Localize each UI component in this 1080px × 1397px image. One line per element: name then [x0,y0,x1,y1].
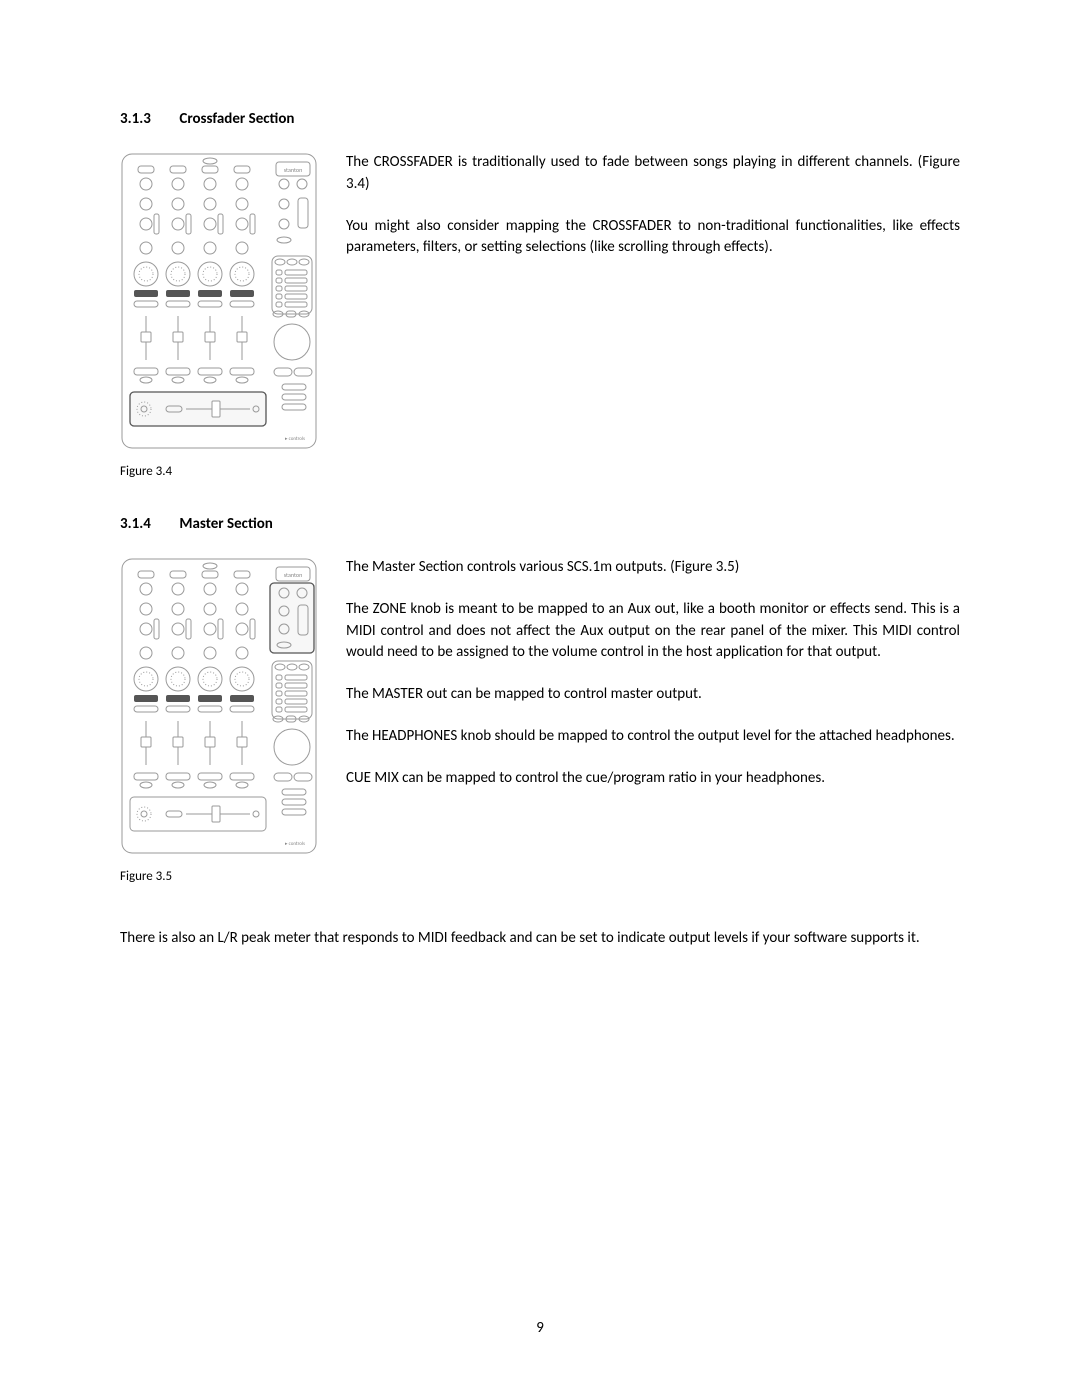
paragraph: CUE MIX can be mapped to control the cue… [346,768,960,790]
paragraph: The ZONE knob is meant to be mapped to a… [346,599,960,664]
mixer-svg-crossfader: stanton [120,152,318,450]
figure-3-4: stanton [120,152,318,450]
paragraph: The Master Section controls various SCS.… [346,557,960,579]
section-number: 3.1.3 [120,110,176,128]
paragraph: The MASTER out can be mapped to control … [346,684,960,706]
section-body-master: stanton [120,557,960,855]
section-text-master: The Master Section controls various SCS.… [346,557,960,809]
paragraph: The HEADPHONES knob should be mapped to … [346,726,960,748]
section-body-crossfader: stanton [120,152,960,450]
figure-caption-3-4: Figure 3.4 [120,464,960,479]
figure-3-5: stanton [120,557,318,855]
svg-text:▸ controls: ▸ controls [285,841,305,847]
section-title: Crossfader Section [179,110,294,128]
mixer-svg-master: stanton [120,557,318,855]
section-heading-crossfader: 3.1.3 Crossfader Section [120,110,960,128]
brand-label: stanton [284,166,302,174]
section-heading-master: 3.1.4 Master Section [120,515,960,533]
manual-page: 3.1.3 Crossfader Section stanton [0,0,1080,1397]
section-text-crossfader: The CROSSFADER is traditionally used to … [346,152,960,279]
paragraph: You might also consider mapping the CROS… [346,216,960,260]
brand-label: stanton [284,571,302,579]
svg-text:▸ controls: ▸ controls [285,436,305,442]
section-number: 3.1.4 [120,515,176,533]
figure-caption-3-5: Figure 3.5 [120,869,960,884]
paragraph: The CROSSFADER is traditionally used to … [346,152,960,196]
section-title: Master Section [179,515,272,533]
final-paragraph: There is also an L/R peak meter that res… [120,928,960,950]
page-number: 9 [0,1319,1080,1337]
